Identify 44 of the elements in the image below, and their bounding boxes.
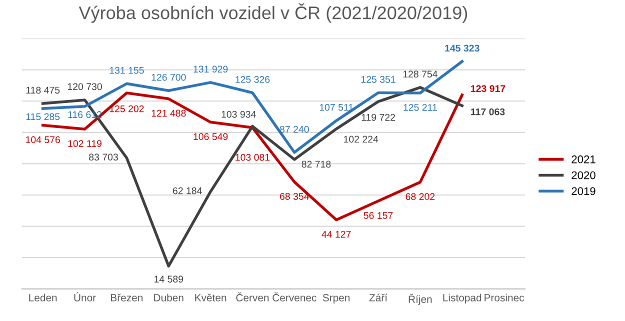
- data-label: 145 323: [445, 44, 480, 52]
- x-tick-label: Prosinec: [484, 294, 524, 302]
- legend-label: 2019: [572, 187, 596, 196]
- data-label: 117 063: [471, 108, 505, 116]
- x-tick-label: Září: [369, 294, 388, 302]
- data-label: 83 703: [89, 154, 118, 161]
- data-label: 106 549: [194, 133, 228, 140]
- data-label: 103 081: [236, 154, 270, 161]
- data-label: 131 929: [194, 66, 228, 73]
- data-label: 102 119: [68, 140, 102, 147]
- legend-label: 2020: [572, 171, 596, 180]
- data-label: 118 475: [26, 86, 60, 94]
- data-label: 14 589: [154, 276, 184, 283]
- x-tick-label: Listopad: [443, 294, 482, 304]
- x-tick-label: Srpen: [322, 294, 350, 304]
- data-label: 44 127: [322, 230, 351, 238]
- chart-title: Výroba osobních vozidel v ČR (2021/2020/2019): [78, 3, 468, 23]
- data-label: 115 285: [26, 113, 60, 120]
- x-tick-label: Únor: [74, 292, 96, 302]
- data-label: 125 326: [236, 76, 270, 83]
- data-label: 56 157: [364, 212, 393, 219]
- x-tick-label: Duben: [154, 294, 184, 302]
- x-tick-label: Červenec: [272, 292, 316, 302]
- data-label: 120 730: [68, 83, 102, 90]
- data-label: 131 155: [110, 66, 144, 74]
- data-label: 123 917: [471, 85, 506, 92]
- data-label: 103 934: [222, 110, 256, 118]
- data-label: 104 576: [26, 136, 60, 144]
- x-tick-label: Květen: [195, 294, 226, 302]
- legend-label: 2021: [572, 155, 596, 164]
- data-label: 125 211: [404, 104, 437, 111]
- x-tick-label: Březen: [111, 294, 143, 302]
- data-label: 68 202: [406, 193, 435, 200]
- data-label: 121 488: [152, 110, 186, 117]
- x-tick-label: Leden: [29, 294, 57, 302]
- data-label: 62 184: [172, 187, 202, 194]
- x-tick-label: Červen: [236, 292, 269, 302]
- data-label: 102 224: [344, 136, 378, 143]
- x-tick-label: Říjen: [408, 294, 432, 306]
- data-label: 125 351: [361, 76, 396, 83]
- data-label: 119 722: [362, 114, 395, 121]
- data-label: 82 718: [302, 160, 331, 168]
- data-label: 126 700: [152, 74, 186, 81]
- data-label: 128 754: [403, 70, 438, 78]
